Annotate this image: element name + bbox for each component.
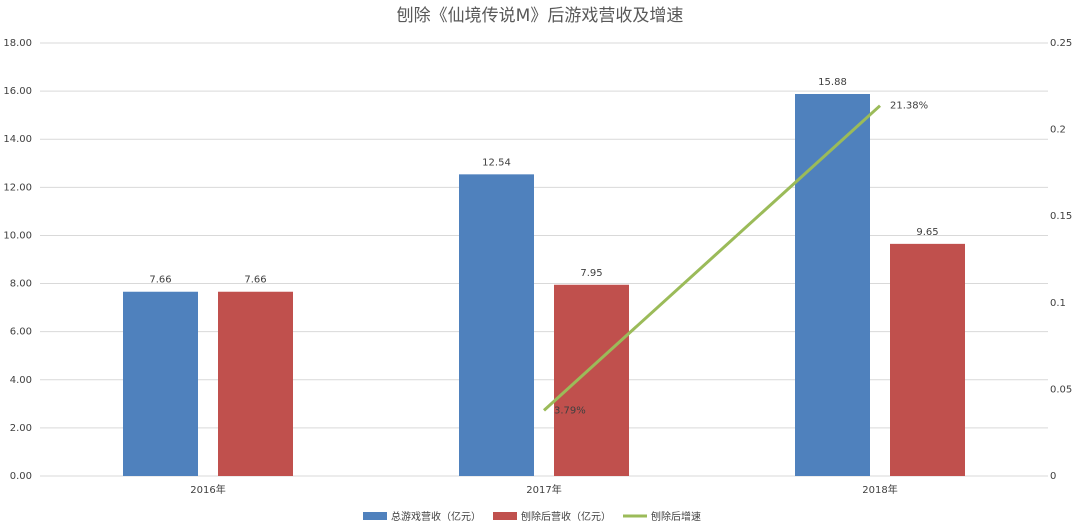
legend-swatch [363, 512, 387, 520]
legend-swatch [493, 512, 517, 520]
bar [123, 291, 198, 476]
bar [890, 243, 965, 476]
bar-value-label: 15.88 [818, 77, 847, 88]
y2-tick-label: 0.1 [1050, 298, 1066, 309]
x-tick-label: 2018年 [862, 483, 897, 496]
bar-value-label: 7.66 [244, 275, 266, 286]
bar [554, 284, 629, 476]
legend-label: 总游戏营收（亿元） [391, 510, 481, 523]
y-tick-label: 2.00 [10, 423, 32, 434]
legend-label: 刨除后营收（亿元） [521, 510, 611, 523]
x-tick-label: 2017年 [526, 483, 561, 496]
bar [218, 291, 293, 476]
bar [459, 174, 534, 477]
y-tick-label: 14.00 [3, 134, 32, 145]
y2-tick-label: 0 [1050, 471, 1056, 482]
y-tick-label: 12.00 [3, 182, 32, 193]
y-tick-label: 10.00 [3, 230, 32, 241]
y2-tick-label: 0.2 [1050, 125, 1066, 136]
bar-value-label: 7.95 [580, 268, 602, 279]
y-tick-label: 8.00 [10, 279, 32, 290]
bar [795, 93, 870, 477]
line-value-label: 21.38% [890, 101, 928, 112]
y-tick-label: 6.00 [10, 327, 32, 338]
legend-label: 刨除后增速 [651, 510, 701, 523]
y-tick-label: 16.00 [3, 86, 32, 97]
x-tick-label: 2016年 [190, 483, 225, 496]
bar-value-label: 7.66 [149, 275, 171, 286]
y-tick-label: 0.00 [10, 471, 32, 482]
line-value-label: 3.79% [554, 405, 586, 416]
y2-tick-label: 0.05 [1050, 384, 1072, 395]
chart-title: 刨除《仙境传说M》后游戏营收及增速 [397, 6, 684, 26]
bar-value-label: 9.65 [916, 227, 938, 238]
bar-value-label: 12.54 [482, 157, 511, 168]
y2-tick-label: 0.15 [1050, 211, 1072, 222]
line [542, 104, 882, 412]
y-tick-label: 4.00 [10, 375, 32, 386]
y2-tick-label: 0.25 [1050, 38, 1072, 49]
y-tick-label: 18.00 [3, 38, 32, 49]
